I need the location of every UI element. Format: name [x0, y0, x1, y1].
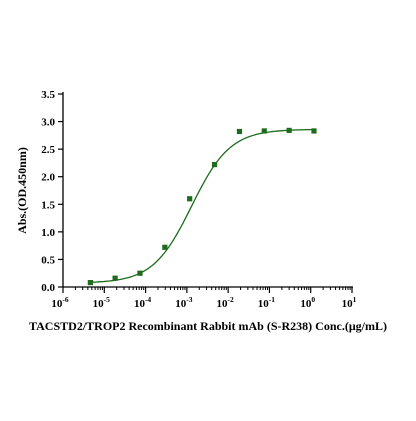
y-tick-label: 3.5 [41, 89, 55, 101]
x-tick-label: 10-5 [93, 295, 110, 310]
data-point [286, 127, 292, 133]
x-tick-label: 10-6 [51, 295, 68, 310]
data-point [137, 270, 143, 276]
data-point [112, 275, 118, 281]
data-point [87, 279, 93, 286]
data-point [162, 244, 168, 250]
y-tick-label: 1.5 [41, 199, 55, 211]
data-point [236, 128, 243, 135]
data-point [261, 128, 267, 134]
y-tick-label: 3.0 [41, 117, 55, 129]
x-axis-title: TACSTD2/TROP2 Recombinant Rabbit mAb (S-… [29, 319, 387, 333]
y-tick-label: 2.5 [41, 144, 55, 156]
y-tick-label: 0.5 [41, 254, 55, 266]
y-tick-label: 0.0 [41, 282, 55, 294]
x-tick-label: 100 [300, 295, 315, 310]
data-point [187, 196, 193, 202]
y-axis-title: Abs.(OD.450nm) [15, 147, 29, 234]
x-tick-label: 10-3 [175, 295, 192, 310]
fit-curve [90, 128, 314, 283]
x-tick-label: 10-2 [217, 295, 234, 310]
x-tick-label: 10-4 [134, 295, 151, 310]
y-tick-label: 1.0 [41, 227, 55, 239]
data-point [311, 128, 317, 134]
x-tick-label: 101 [342, 295, 357, 310]
y-tick-label: 2.0 [41, 172, 55, 184]
x-tick-label: 10-1 [258, 295, 275, 310]
data-point [211, 161, 218, 168]
